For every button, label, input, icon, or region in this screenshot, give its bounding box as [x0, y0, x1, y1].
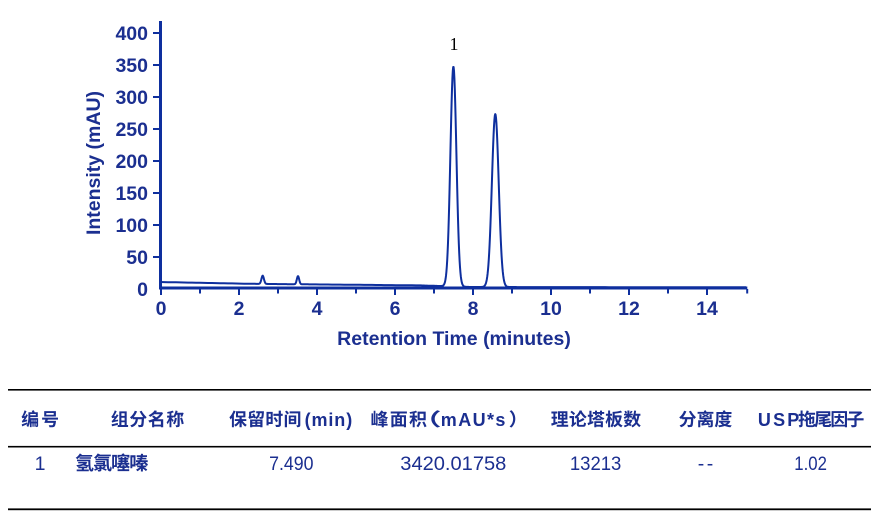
svg-text:mAU*s: mAU*s — [441, 410, 507, 430]
svg-text:150: 150 — [115, 183, 148, 205]
svg-text:0: 0 — [137, 279, 148, 301]
svg-text:0: 0 — [156, 298, 167, 320]
svg-text:7.490: 7.490 — [269, 452, 313, 474]
svg-text:300: 300 — [115, 87, 148, 109]
svg-text:200: 200 — [115, 151, 148, 173]
svg-text:14: 14 — [696, 298, 718, 320]
svg-text:1.02: 1.02 — [794, 453, 827, 474]
svg-text:250: 250 — [115, 119, 148, 141]
svg-text:2: 2 — [234, 298, 245, 320]
svg-text:Retention Time (minutes): Retention Time (minutes) — [337, 328, 571, 350]
svg-text:4: 4 — [312, 298, 323, 320]
svg-text:100: 100 — [115, 215, 148, 237]
svg-text:--: -- — [698, 453, 716, 475]
svg-text:50: 50 — [126, 247, 148, 269]
svg-text:400: 400 — [115, 23, 148, 45]
svg-text:12: 12 — [618, 298, 640, 320]
svg-text:USP: USP — [758, 410, 802, 430]
svg-text:8: 8 — [468, 298, 479, 320]
svg-text:10: 10 — [540, 298, 562, 320]
svg-text:3420.01758: 3420.01758 — [400, 453, 506, 475]
svg-text:6: 6 — [390, 298, 401, 320]
svg-text:Intensity (mAU): Intensity (mAU) — [83, 91, 105, 235]
svg-text:(min): (min) — [305, 410, 354, 430]
svg-text:350: 350 — [115, 55, 148, 77]
svg-text:1: 1 — [35, 453, 46, 475]
svg-text:1: 1 — [450, 34, 459, 54]
svg-text:13213: 13213 — [570, 454, 621, 476]
